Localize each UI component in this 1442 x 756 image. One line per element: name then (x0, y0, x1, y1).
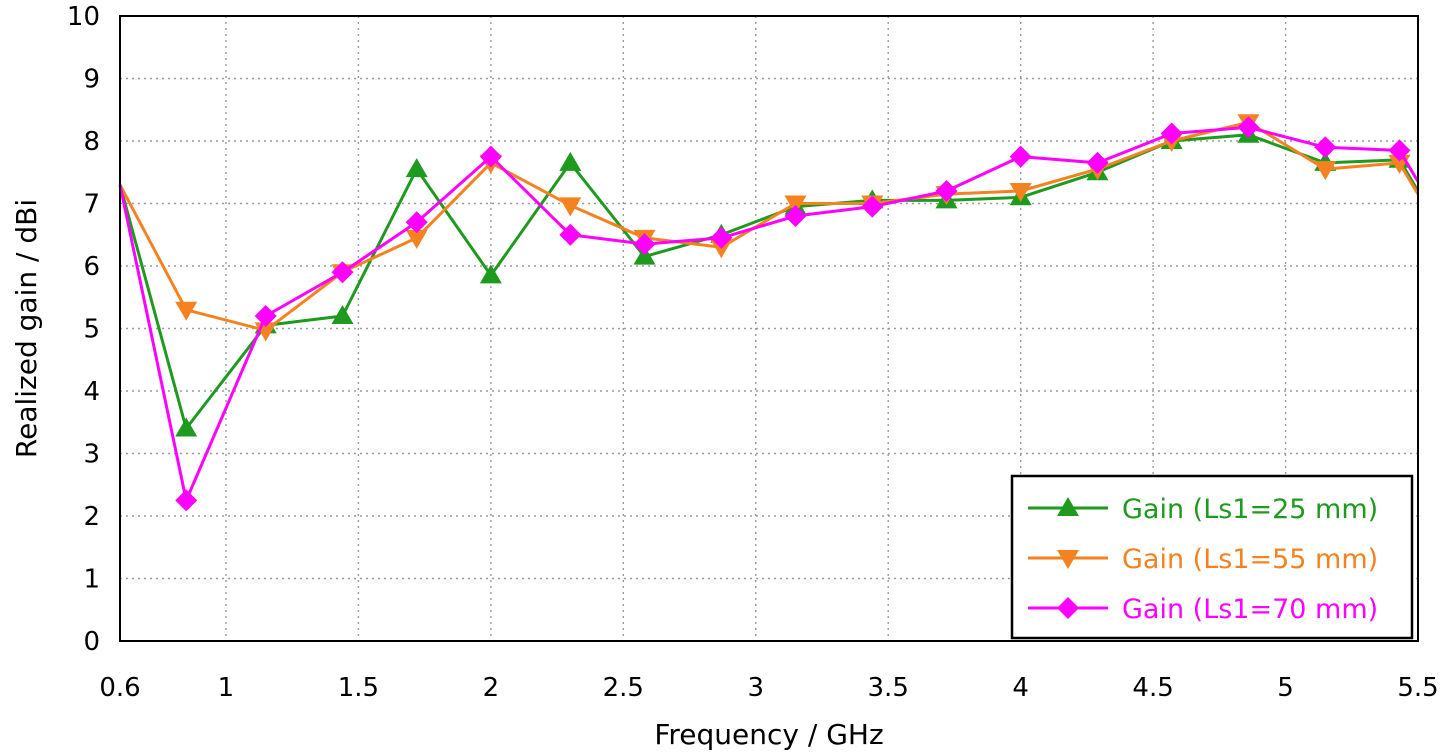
x-tick-label: 3.5 (868, 673, 909, 703)
x-tick-label: 0.6 (99, 673, 140, 703)
legend-item: Gain (Ls1=25 mm) (1028, 494, 1378, 525)
y-tick-label: 5 (83, 315, 100, 345)
y-tick-labels: 0 1 2 3 4 5 6 7 8 9 10 (67, 2, 100, 657)
grid-lines (120, 16, 1418, 641)
data-point (479, 145, 502, 168)
series-1 (118, 123, 1420, 437)
data-point (331, 261, 354, 284)
data-point (405, 229, 428, 249)
data-point (254, 305, 277, 327)
data-point (935, 180, 958, 202)
series-line (118, 120, 1420, 332)
x-tick-labels: 0.6 1 1.5 2 2.5 3 3.5 4 4.5 5 5.5 (99, 673, 1438, 703)
y-tick-label: 2 (83, 502, 100, 532)
data-point (1086, 151, 1109, 174)
plot-frame (119, 15, 1419, 642)
x-tick-label: 1.5 (338, 673, 379, 703)
data-point (633, 233, 656, 256)
data-point (405, 158, 428, 178)
data-point (1314, 136, 1337, 159)
y-tick-label: 9 (83, 65, 100, 95)
data-point (559, 151, 582, 171)
x-tick-label: 2 (483, 673, 500, 703)
data-point (331, 305, 354, 324)
data-point (175, 417, 198, 437)
legend-item: Gain (Ls1=70 mm) (1028, 594, 1378, 625)
y-tick-label: 4 (83, 377, 100, 407)
legend-item: Gain (Ls1=55 mm) (1028, 544, 1378, 575)
data-point (1009, 145, 1032, 168)
x-tick-label: 5.5 (1397, 673, 1438, 703)
x-axis-title: Frequency / GHz (654, 718, 883, 751)
y-tick-label: 1 (83, 565, 100, 595)
x-tick-label: 2.5 (603, 673, 644, 703)
legend-label: Gain (Ls1=25 mm) (1122, 494, 1378, 525)
data-point (1388, 139, 1411, 162)
y-tick-label: 0 (83, 627, 100, 657)
series-2 (118, 114, 1420, 342)
x-tick-label: 3 (747, 673, 764, 703)
series-3 (118, 116, 1420, 512)
data-point (710, 226, 733, 249)
data-point (479, 264, 502, 284)
data-point (1160, 122, 1183, 145)
legend-label: Gain (Ls1=70 mm) (1122, 594, 1378, 625)
y-tick-label: 7 (83, 190, 100, 220)
data-point (861, 195, 884, 218)
data-point (1314, 161, 1337, 181)
data-point (1237, 116, 1260, 139)
x-tick-label: 4 (1012, 673, 1029, 703)
y-tick-label: 3 (83, 440, 100, 470)
y-axis-title: Realized gain / dBi (10, 199, 43, 458)
data-point (559, 223, 582, 246)
x-tick-label: 5 (1277, 673, 1294, 703)
y-tick-label: 8 (83, 127, 100, 157)
data-point (1009, 183, 1032, 202)
x-tick-label: 1 (218, 673, 235, 703)
legend-marker (1057, 497, 1079, 516)
series-line (118, 125, 1420, 502)
y-tick-label: 6 (83, 252, 100, 282)
data-point (784, 205, 807, 227)
legend-marker (1057, 597, 1079, 619)
legend-marker (1057, 550, 1079, 569)
legend: Gain (Ls1=25 mm) Gain (Ls1=55 mm) Gain (Ls… (1010, 474, 1414, 640)
legend-label: Gain (Ls1=55 mm) (1122, 544, 1378, 575)
series-line (118, 133, 1420, 430)
series-layer (118, 114, 1420, 512)
data-point (405, 211, 428, 234)
x-tick-label: 4.5 (1132, 673, 1173, 703)
data-point (175, 489, 198, 512)
data-point (559, 197, 582, 217)
y-tick-label: 10 (67, 2, 100, 32)
data-point (175, 301, 198, 321)
